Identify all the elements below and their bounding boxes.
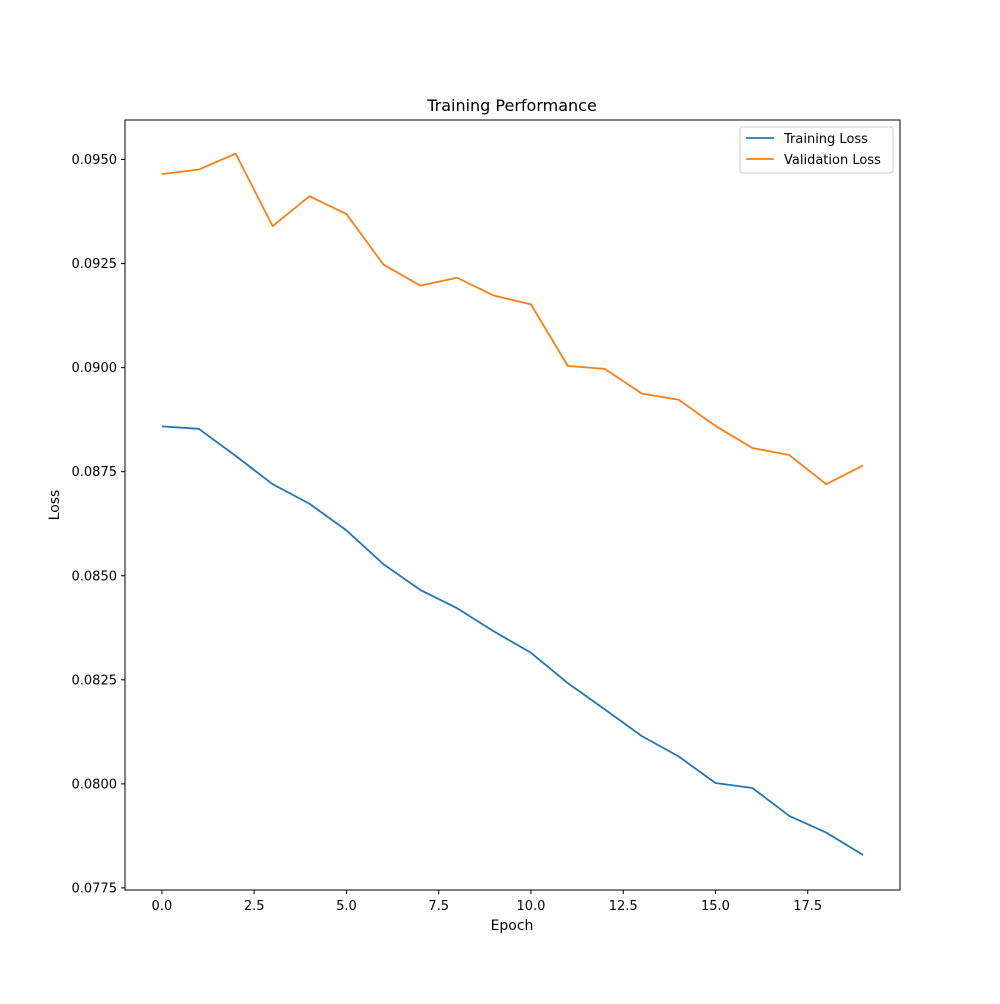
legend-label-training-loss: Training Loss [783,132,868,147]
x-tick-label: 10.0 [516,899,545,914]
y-tick-label: 0.0850 [72,569,118,584]
series-line-validation-loss [161,152,864,486]
axes-frame [124,119,901,891]
legend-box [739,126,894,174]
y-tick-label: 0.0825 [72,673,118,688]
y-tick-label: 0.0875 [72,465,118,480]
x-axis-ticks: 0.0 2.5 5.0 7.5 10.0 12.5 15.0 17.5 [152,890,822,914]
x-tick-label: 12.5 [609,899,638,914]
chart-title: Training Performance [426,96,597,115]
y-axis-label: Loss [47,490,63,521]
y-axis-ticks: 0.0775 0.0800 0.0825 0.0850 0.0875 0.0900 0.09… [72,153,125,896]
y-tick-label: 0.0925 [72,257,118,272]
x-tick-label: 0.0 [152,899,173,914]
series-line-training-loss [161,425,864,856]
legend-label-validation-loss: Validation Loss [784,153,881,168]
x-tick-label: 17.5 [793,899,822,914]
y-tick-label: 0.0900 [72,361,118,376]
y-tick-label: 0.0775 [72,881,118,896]
legend: Training Loss Validation Loss [739,126,894,174]
x-tick-label: 5.0 [336,899,357,914]
x-tick-label: 2.5 [244,899,265,914]
x-axis-label: Epoch [491,918,534,934]
series-lines [161,152,864,856]
y-tick-label: 0.0950 [72,153,118,168]
plot-area [124,119,901,891]
x-tick-label: 7.5 [428,899,449,914]
x-tick-label: 15.0 [701,899,730,914]
y-tick-label: 0.0800 [72,777,118,792]
